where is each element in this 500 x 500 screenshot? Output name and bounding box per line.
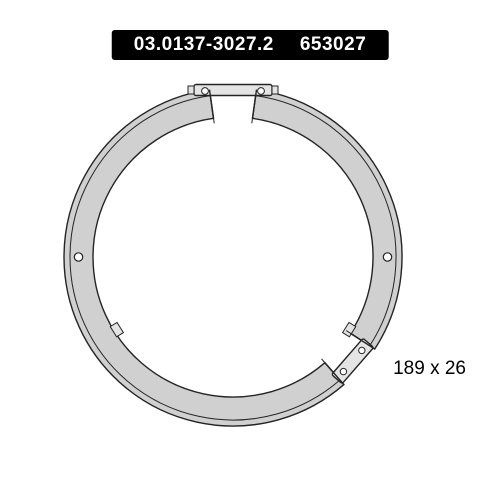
brake-shoe-diagram: [48, 72, 418, 442]
part-number: 03.0137-3027.2: [134, 34, 274, 56]
brake-shoe-svg: [48, 72, 418, 442]
header-bar: 03.0137-3027.2 653027: [112, 30, 389, 60]
short-code: 653027: [300, 34, 366, 56]
